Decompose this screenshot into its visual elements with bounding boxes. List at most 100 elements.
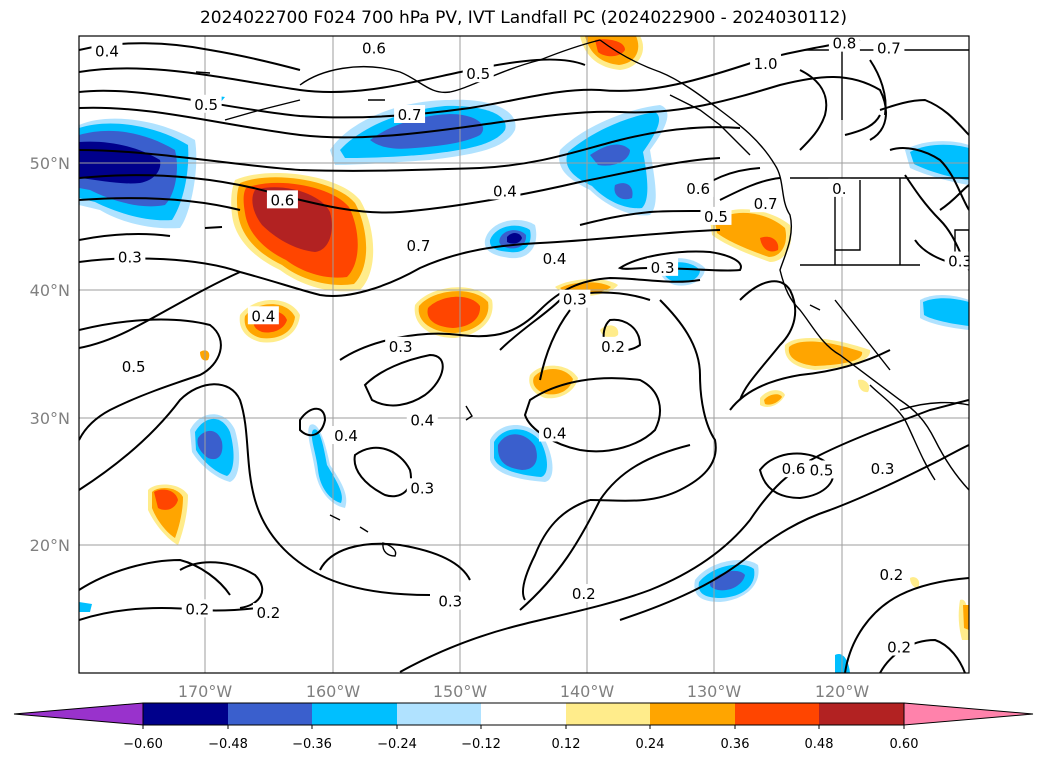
colorbar-tick: 0.12 — [552, 737, 581, 752]
contour-label-bg — [406, 410, 438, 429]
contour-label-bg — [875, 564, 907, 583]
colorbar-bin — [481, 703, 566, 725]
contour-label-bg — [402, 236, 434, 255]
colorbar-bin — [819, 703, 904, 725]
contour-label-bg — [358, 38, 390, 57]
plot-area: 0.40.50.60.50.70.40.60.70.30.40.50.30.40… — [79, 35, 972, 673]
contour-label: 0.8 — [832, 35, 856, 53]
lon-tick-label: 170°W — [178, 682, 233, 701]
contour-label: 0.2 — [880, 566, 904, 584]
lat-tick-label: 40°N — [30, 281, 70, 300]
contour-label-bg — [867, 459, 899, 478]
lon-tick-label: 150°W — [433, 682, 488, 701]
colorbar-bin — [650, 703, 735, 725]
contour-label: 0.2 — [257, 604, 281, 622]
negative-anomaly-fill — [79, 95, 969, 673]
colorbar-tick: 0.24 — [636, 737, 665, 752]
colorbar-tick: 0.60 — [890, 737, 919, 752]
contour-label: 1.0 — [754, 55, 778, 73]
colorbar-tick: −0.12 — [461, 737, 501, 752]
map-title: 2024022700 F024 700 hPa PV, IVT Landfall… — [199, 8, 847, 28]
contour-label-bg — [252, 603, 284, 622]
lat-tick-label: 50°N — [30, 154, 70, 173]
contour-label: 0.3 — [651, 259, 675, 277]
contour-label: 0.5 — [704, 208, 728, 226]
contour-label-bg — [597, 336, 629, 355]
contour-label-bg — [682, 178, 714, 197]
contour-label: 0.6 — [362, 40, 386, 58]
contour-label-bg — [559, 289, 591, 308]
contour-label-bg — [247, 306, 279, 325]
contour-label: 0.4 — [251, 307, 275, 325]
pv-contours — [79, 39, 969, 673]
contour-label-bg — [114, 247, 146, 266]
contour-label-bg — [394, 104, 426, 123]
contour-label: 0.6 — [270, 191, 294, 209]
contour-label: 0.2 — [185, 600, 209, 618]
colorbar-tick: −0.48 — [208, 737, 248, 752]
contour-label-bg — [118, 357, 150, 376]
contour-label: 0.4 — [493, 182, 517, 200]
contour-label-bg — [700, 206, 732, 225]
colorbar-tick: 0.48 — [805, 737, 834, 752]
lon-tick-labels: 170°W 160°W 150°W 140°W 130°W 120°W — [178, 682, 870, 701]
contour-label-bg — [330, 426, 362, 445]
contour-label-bg — [873, 38, 905, 57]
contour-label-bg — [647, 257, 679, 276]
contour-label: 0.7 — [398, 106, 422, 124]
contour-label: 0.3 — [118, 249, 142, 267]
contour-label: 0.4 — [543, 424, 567, 442]
contour-label-bg — [778, 459, 810, 478]
contour-label-bg — [883, 637, 915, 656]
contour-label-bg — [190, 94, 222, 113]
contour-label-bg — [181, 599, 213, 618]
contour-label-bg — [568, 584, 600, 603]
lat-tick-label: 30°N — [30, 409, 70, 428]
lon-tick-label: 140°W — [560, 682, 615, 701]
contour-label-bg — [828, 36, 860, 52]
contour-labels: 0.40.50.60.50.70.40.60.70.30.40.50.30.40… — [91, 35, 972, 657]
colorbar-tick: 0.36 — [721, 737, 750, 752]
lon-tick-label: 120°W — [815, 682, 870, 701]
colorbar-tick: −0.36 — [292, 737, 332, 752]
colorbar-bin — [143, 703, 228, 725]
contour-label-bg — [266, 190, 298, 209]
contour-label-bg — [539, 248, 571, 267]
contour-label: 0.3 — [948, 252, 972, 270]
colorbar-bin — [735, 703, 819, 725]
lat-tick-label: 20°N — [30, 536, 70, 555]
map-frame — [78, 35, 970, 674]
colorbar-bin — [566, 703, 650, 725]
colorbar: −0.60 −0.48 −0.36 −0.24 −0.12 0.12 0.24 … — [13, 702, 1034, 752]
contour-label: 0.2 — [572, 585, 596, 603]
contour-label-bg — [539, 423, 571, 442]
contour-label-bg — [406, 478, 438, 497]
colorbar-bin — [312, 703, 397, 725]
contour-label: 0.4 — [543, 250, 567, 268]
contour-label: 0.6 — [782, 460, 806, 478]
contour-label: 0.3 — [389, 338, 413, 356]
lon-tick-label: 160°W — [306, 682, 361, 701]
contour-label-bg — [944, 251, 969, 270]
contour-label: 0.7 — [877, 40, 901, 58]
contour-label: 0.3 — [438, 593, 462, 611]
contour-label: 0. — [832, 180, 846, 198]
contour-label-bg — [91, 41, 123, 60]
contour-label-bg — [489, 181, 521, 200]
contour-label: 0.5 — [122, 358, 146, 376]
contour-label: 0.6 — [686, 180, 710, 198]
contour-label-bg — [828, 178, 851, 197]
contour-label: 0.2 — [601, 338, 625, 356]
colorbar-bin — [228, 703, 312, 725]
contour-label: 0.5 — [810, 461, 834, 479]
contour-label: 0.3 — [410, 479, 434, 497]
contour-label-bg — [434, 591, 466, 610]
colorbar-tick: −0.24 — [377, 737, 417, 752]
colorbar-tick: −0.60 — [123, 737, 163, 752]
lat-tick-labels: 50°N 40°N 30°N 20°N — [30, 154, 70, 555]
contour-label-bg — [750, 54, 782, 73]
contour-label-bg — [385, 336, 417, 355]
colorbar-bin — [397, 703, 481, 725]
contour-label-bg — [750, 194, 782, 213]
